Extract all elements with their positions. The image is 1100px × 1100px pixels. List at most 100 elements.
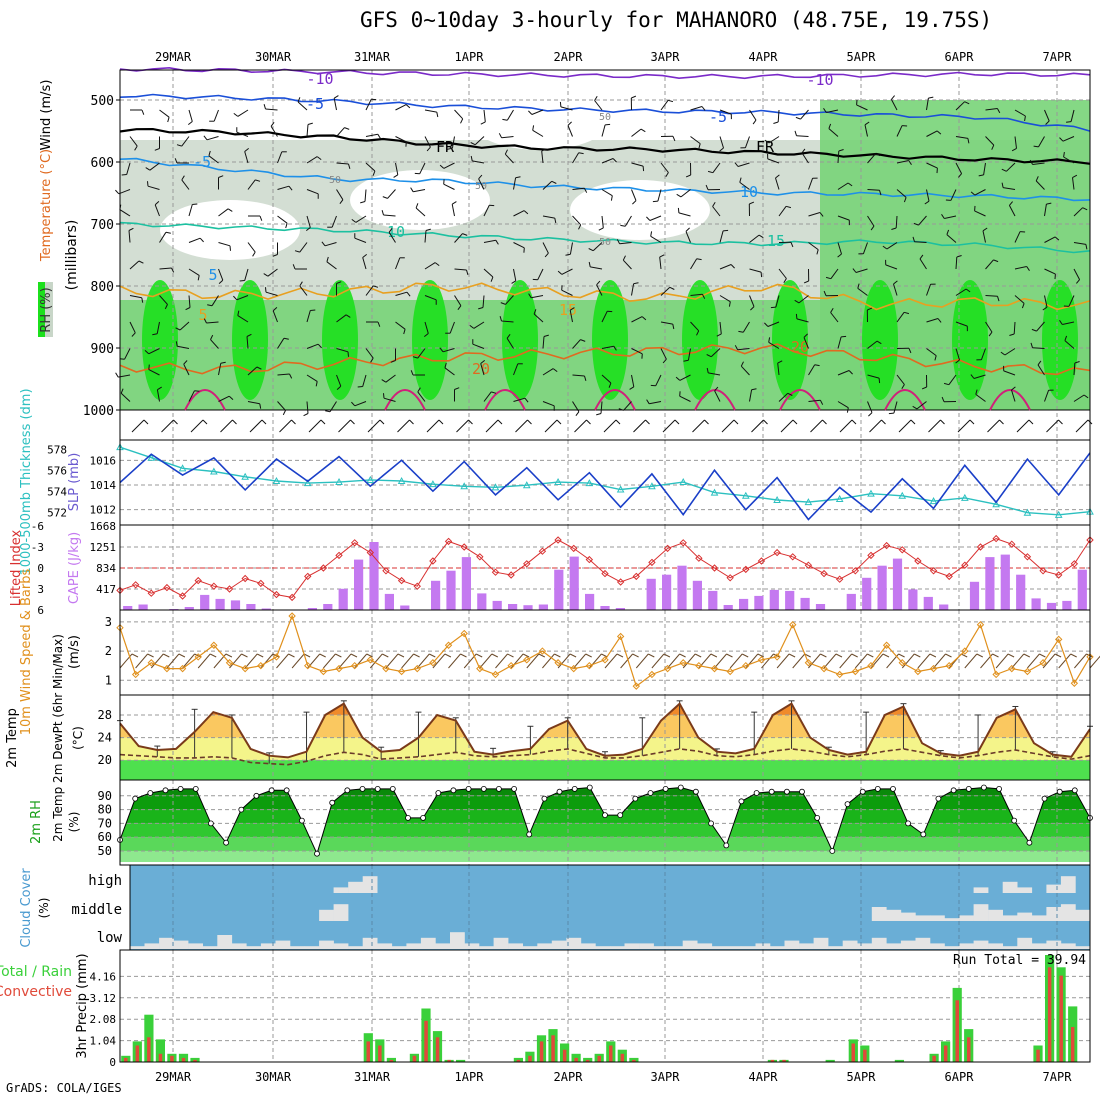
surface-wind-barb bbox=[1007, 653, 1015, 658]
rh-point bbox=[723, 842, 730, 849]
surface-wind-barb bbox=[260, 653, 274, 669]
wind-barb bbox=[515, 176, 521, 179]
surface-wind-barbs bbox=[119, 653, 1100, 669]
wind-barb bbox=[750, 306, 755, 311]
wind-barb bbox=[129, 295, 142, 299]
thickness-point bbox=[710, 488, 719, 496]
surface-wind-barb bbox=[1027, 653, 1040, 669]
wind-barb bbox=[129, 321, 136, 334]
wind-barb bbox=[601, 189, 613, 197]
rh-dry-patch bbox=[470, 90, 610, 150]
wind-barb bbox=[742, 321, 750, 333]
wind-barb bbox=[478, 307, 484, 310]
date-label-bottom: 2APR bbox=[554, 1070, 584, 1084]
wind-barb bbox=[559, 101, 562, 107]
slp-tick-label: 1014 bbox=[90, 479, 117, 492]
precip-conv-bar bbox=[955, 1000, 959, 1062]
thickness-point bbox=[241, 472, 250, 480]
wind-barb bbox=[707, 170, 714, 174]
wind-barb bbox=[973, 374, 986, 379]
wind-barb bbox=[918, 215, 927, 226]
surface-wind-barb bbox=[835, 653, 843, 658]
surface-wind-barb bbox=[382, 653, 389, 658]
wind-barb bbox=[118, 189, 131, 195]
wind-speed-point bbox=[460, 629, 468, 638]
li-point bbox=[804, 561, 813, 569]
surface-wind-barb bbox=[276, 653, 289, 669]
cape-bar bbox=[246, 604, 256, 610]
wind-barb bbox=[370, 357, 374, 363]
rh-point bbox=[586, 784, 593, 791]
rh-point bbox=[799, 788, 805, 795]
wind-barb bbox=[159, 109, 170, 118]
thickness-tick-label: 578 bbox=[47, 443, 67, 456]
y-tick-label: 800 bbox=[91, 280, 114, 295]
rh-point bbox=[738, 798, 745, 805]
precip-conv-bar bbox=[170, 1055, 174, 1062]
wind-barb bbox=[480, 360, 486, 364]
wind-barb bbox=[131, 332, 136, 337]
wind-barb bbox=[412, 356, 418, 359]
wind-barb bbox=[808, 212, 821, 217]
wind-barb bbox=[410, 187, 414, 193]
surface-wind-barb bbox=[820, 653, 827, 658]
wind-barb bbox=[466, 269, 469, 275]
li-point bbox=[382, 567, 390, 575]
wind-barb bbox=[618, 408, 624, 411]
wind-barb bbox=[1032, 162, 1045, 165]
wind-barb bbox=[615, 419, 621, 425]
wind-barb bbox=[876, 340, 882, 345]
wind-barb bbox=[572, 215, 582, 226]
surface-wind-barb bbox=[335, 653, 342, 658]
wind-barb bbox=[220, 361, 226, 364]
wind-barb bbox=[701, 106, 706, 111]
wind-barb bbox=[443, 162, 455, 169]
wind-barb bbox=[796, 135, 809, 137]
wind-barb bbox=[650, 235, 662, 243]
panel-background bbox=[120, 610, 1090, 695]
li-point bbox=[194, 576, 202, 585]
wind-barb bbox=[574, 419, 587, 433]
surface-wind-barb bbox=[542, 653, 555, 669]
wind-barb bbox=[316, 156, 322, 161]
cloud-bar bbox=[988, 909, 1003, 921]
wind-barb bbox=[875, 153, 881, 157]
y-tick-label: 500 bbox=[91, 94, 114, 109]
rh-point bbox=[495, 786, 502, 792]
wind-barb bbox=[472, 343, 485, 349]
slp-tick-label: 1668 bbox=[90, 520, 117, 533]
wind-barb bbox=[980, 348, 986, 360]
wind-barb bbox=[794, 299, 800, 304]
wind-speed-point bbox=[820, 664, 828, 673]
wind-barb bbox=[1001, 182, 1004, 188]
wind-barb bbox=[1037, 360, 1042, 366]
wind-barb bbox=[211, 295, 219, 306]
li-point bbox=[976, 543, 985, 551]
wind-barb bbox=[120, 388, 124, 394]
wind-barb bbox=[631, 374, 635, 387]
y-axis-label: (millibars) bbox=[64, 220, 80, 291]
li-point bbox=[851, 567, 860, 575]
wind-barb bbox=[955, 321, 968, 327]
wind-barb bbox=[916, 401, 927, 410]
wind-barb bbox=[719, 295, 731, 303]
wind-barb bbox=[970, 191, 976, 196]
wind-barb bbox=[365, 162, 376, 172]
wind-barb bbox=[218, 208, 229, 217]
wind-barb bbox=[1011, 389, 1016, 402]
wind-barb bbox=[537, 268, 544, 281]
wind-barb bbox=[237, 315, 249, 323]
wind-barb bbox=[631, 189, 637, 201]
wind-barb bbox=[210, 334, 214, 340]
wind-barb bbox=[770, 306, 776, 309]
wind-barb bbox=[631, 283, 635, 296]
wind-barb bbox=[823, 290, 827, 296]
thickness-point bbox=[992, 500, 1000, 508]
wind-barb bbox=[676, 193, 682, 198]
wind-barb bbox=[946, 229, 950, 235]
wind-barb bbox=[594, 95, 598, 101]
li-point bbox=[648, 558, 656, 567]
wind-barb bbox=[957, 419, 971, 433]
wind-barb bbox=[778, 206, 787, 217]
wind-barb bbox=[1044, 109, 1050, 122]
